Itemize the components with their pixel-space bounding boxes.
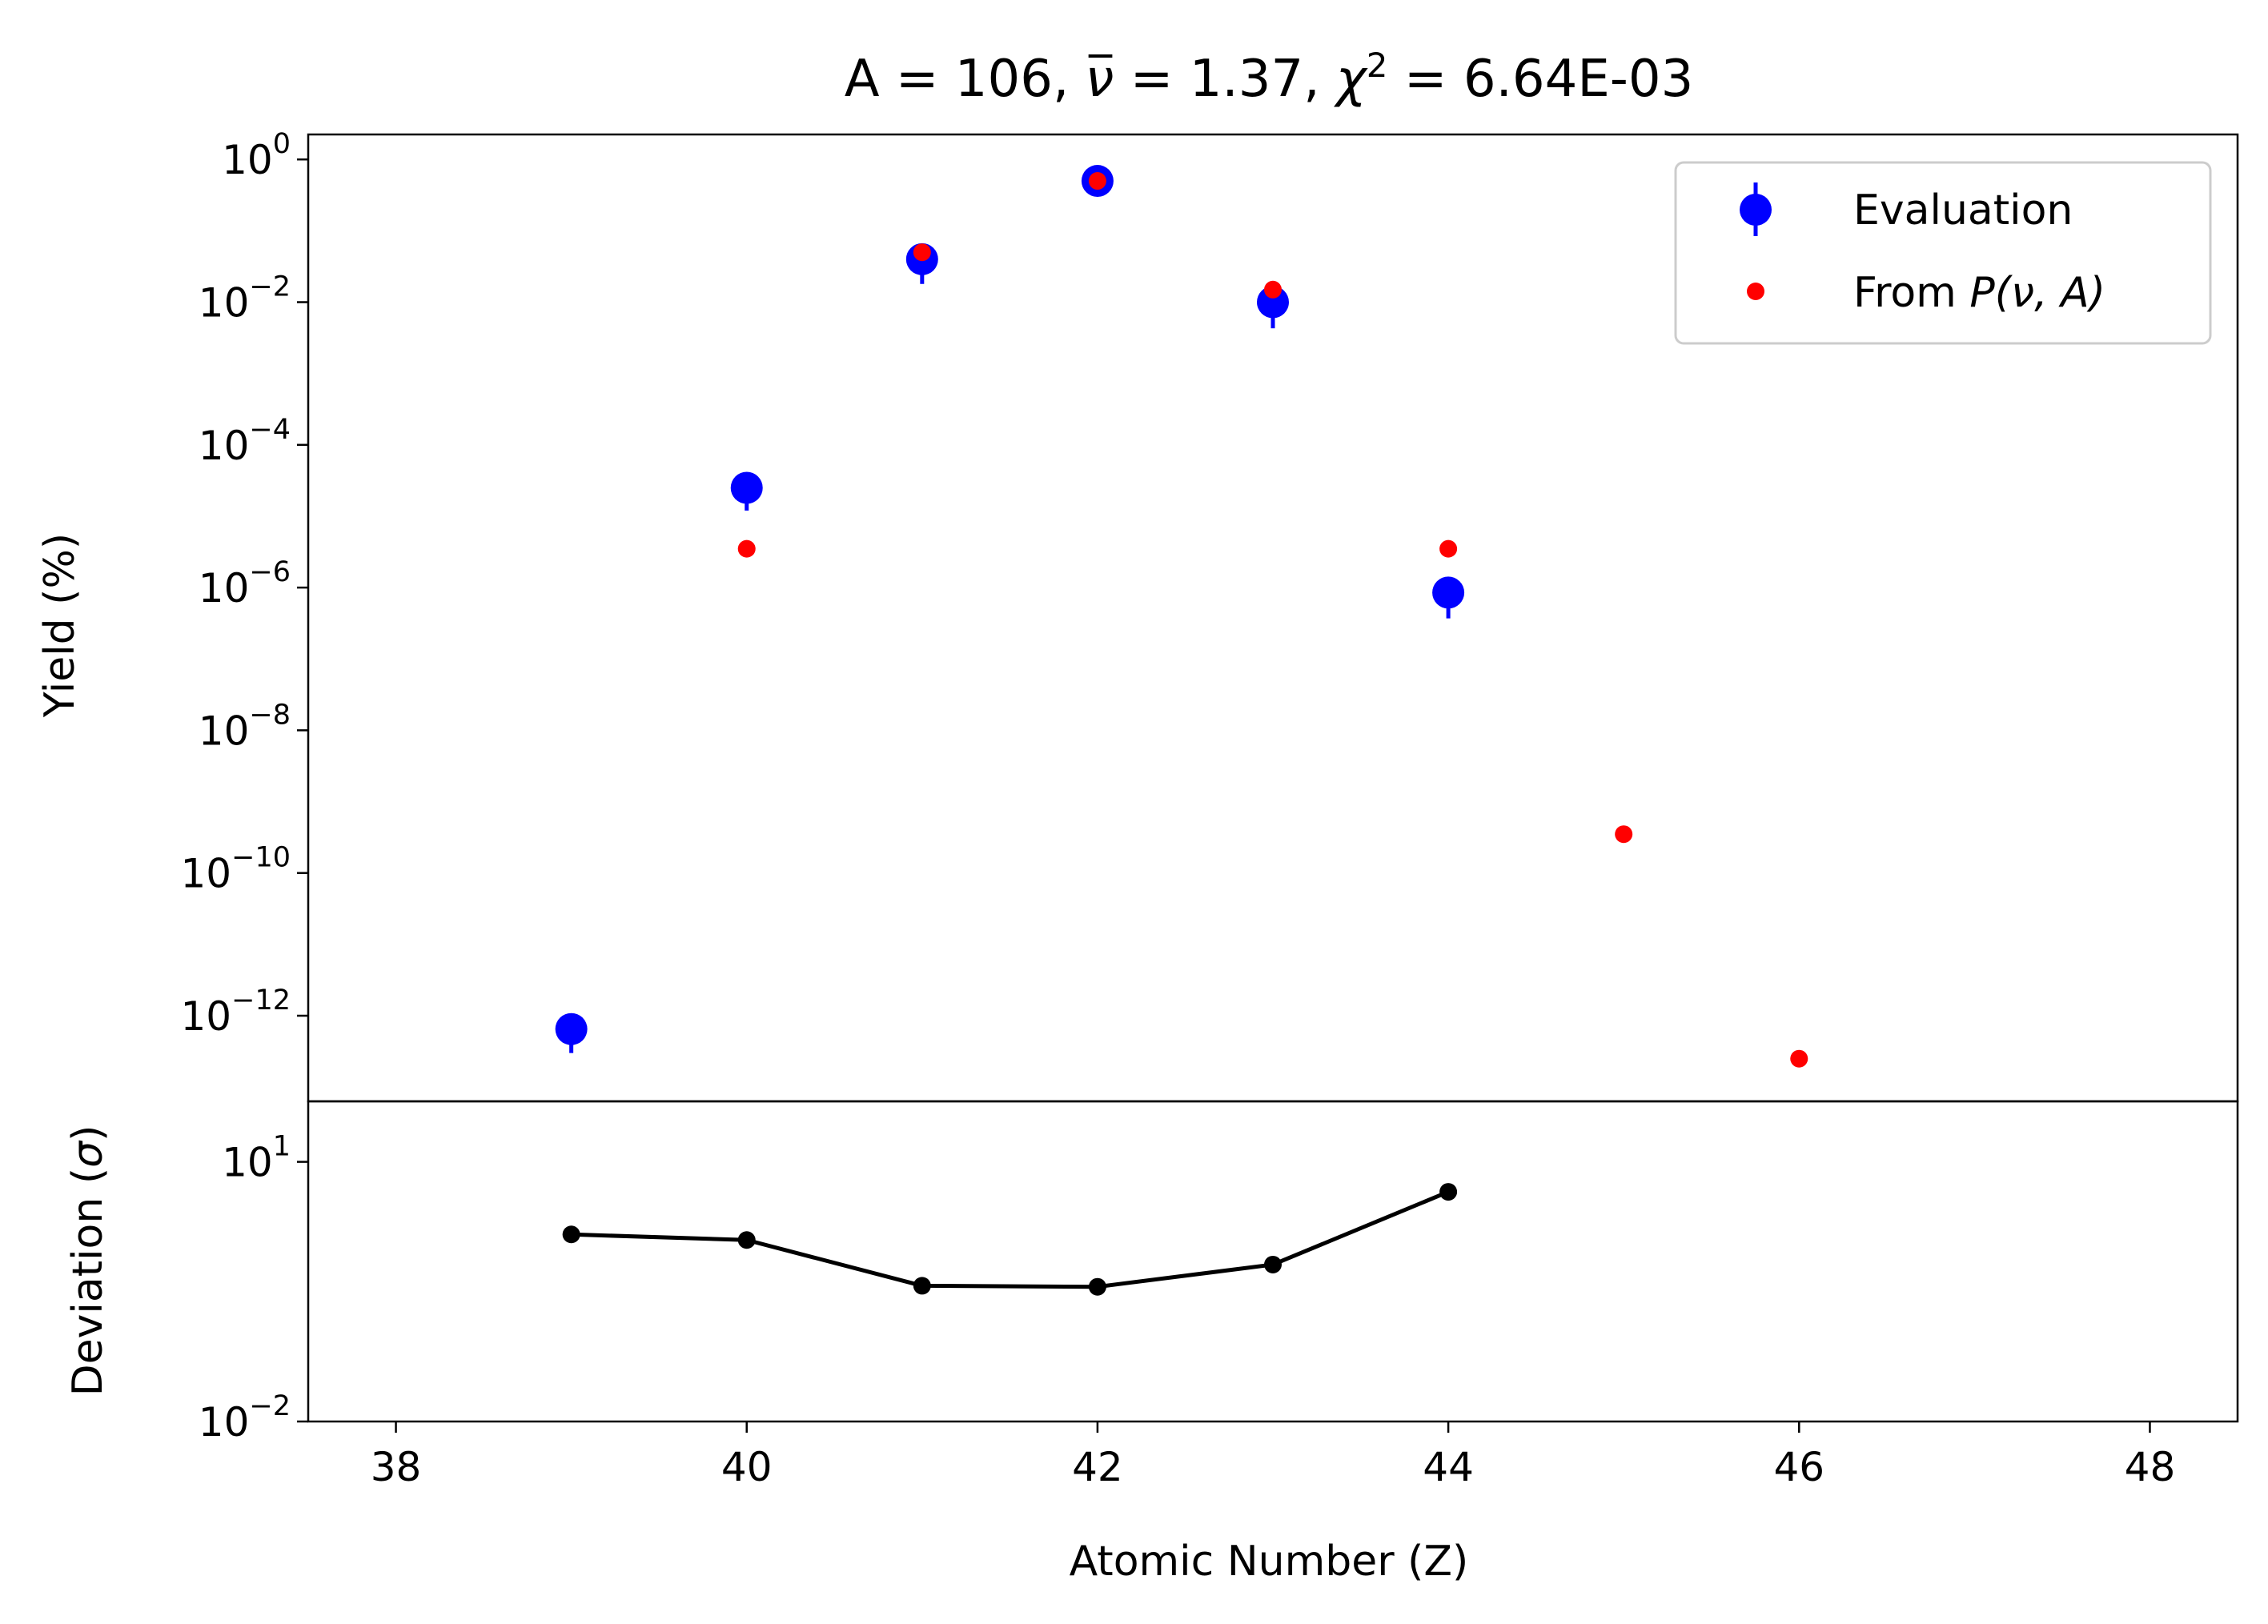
y-axis-label-yield: Yield (%)	[36, 533, 84, 718]
deviation-line	[571, 1189, 1450, 1289]
legend-label-evaluation: Evaluation	[1853, 186, 2073, 235]
legend-evaluation-marker	[1740, 194, 1772, 226]
legend-model-marker	[1747, 283, 1764, 300]
chart-title: A = 106, ν = 1.37, χ2 = 6.64E-03	[845, 46, 1694, 110]
deviation-point	[913, 1277, 931, 1295]
deviation-panel: 101 10−2 38 40 42 44 46 48	[199, 1100, 2239, 1490]
deviation-point	[1088, 1277, 1106, 1296]
evaluation-point	[730, 471, 763, 504]
title-text: = 6.64E-03	[1388, 50, 1694, 109]
x-tick-label: 48	[2125, 1444, 2176, 1490]
model-point	[737, 539, 756, 558]
model-point	[1264, 280, 1282, 299]
evaluation-point	[1257, 286, 1289, 319]
y-tick-label-yield: 10−4	[199, 414, 291, 469]
x-tick-label: 40	[721, 1444, 773, 1490]
title-chi: χ	[1334, 50, 1368, 109]
legend: Evaluation From P(ν, A)	[1674, 161, 2212, 345]
title-nu: ν	[1086, 50, 1114, 109]
model-point	[1088, 172, 1106, 190]
deviation-point	[1264, 1255, 1282, 1273]
y-tick-label-yield: 10−10	[181, 842, 291, 897]
model-point	[1439, 539, 1458, 558]
title-chi-exponent: 2	[1367, 46, 1388, 85]
deviation-plot-frame	[307, 1100, 2239, 1423]
x-tick-label: 46	[1773, 1444, 1824, 1490]
evaluation-point	[1432, 576, 1465, 609]
y-tick-label-yield: 100	[222, 128, 291, 183]
y-tick-label-yield: 10−8	[199, 699, 291, 754]
y-tick-label-deviation: 101	[222, 1131, 291, 1186]
deviation-point	[562, 1225, 580, 1244]
y-tick-label-yield: 10−12	[181, 984, 291, 1040]
y-tick-label-deviation: 10−2	[199, 1390, 291, 1446]
deviation-point	[1439, 1183, 1458, 1201]
legend-box	[1674, 161, 2212, 345]
title-text: = 1.37,	[1114, 50, 1336, 109]
y-axis-label-deviation: Deviation (σ)	[64, 1125, 112, 1397]
evaluation-point	[555, 1012, 588, 1045]
y-tick-label-yield: 10−2	[199, 271, 291, 327]
model-point	[913, 243, 931, 262]
x-tick-label: 38	[371, 1444, 422, 1490]
yield-panel: 100 10−2 10−4 10−6 10−8 10−10 10−12	[181, 128, 2239, 1103]
legend-label-model: From P(ν, A)	[1853, 269, 2105, 317]
x-tick-label: 44	[1423, 1444, 1474, 1490]
model-point	[1615, 825, 1633, 844]
x-axis-label: Atomic Number (Z)	[1070, 1538, 1469, 1586]
model-point	[1790, 1049, 1808, 1068]
y-tick-label-yield: 10−6	[199, 556, 291, 612]
x-tick-label: 42	[1072, 1444, 1123, 1490]
deviation-point	[737, 1231, 756, 1249]
title-text: A = 106,	[845, 50, 1086, 109]
